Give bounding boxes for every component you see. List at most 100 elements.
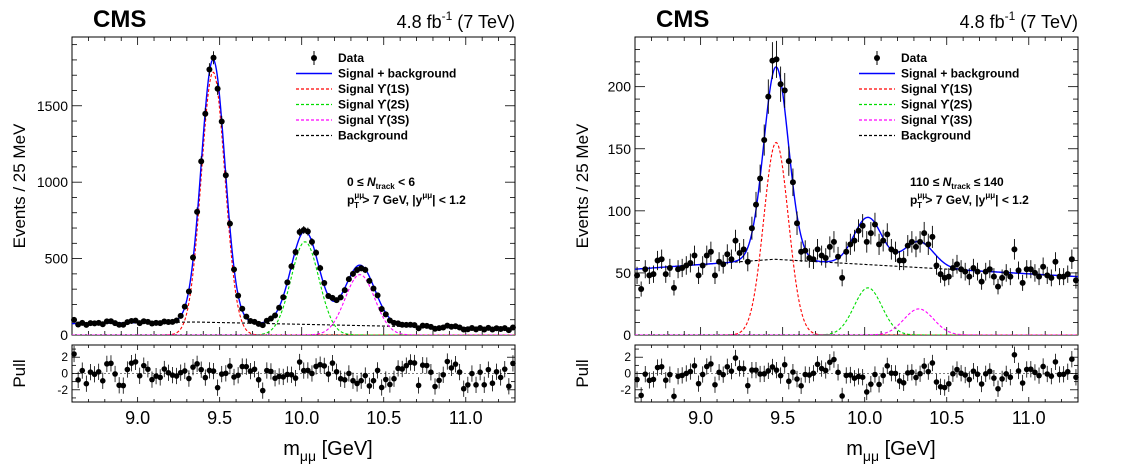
pull-point: [251, 366, 258, 373]
pull-point: [987, 368, 993, 375]
pull-point: [1048, 373, 1055, 379]
pull-point: [161, 366, 168, 372]
data-point: [272, 312, 279, 319]
pull-point: [382, 376, 389, 383]
data-point: [966, 273, 973, 280]
data-point: [999, 274, 1006, 281]
data-point: [181, 303, 188, 310]
data-point: [794, 220, 801, 227]
pull-point: [132, 359, 139, 365]
data-point: [699, 262, 706, 269]
mass-fit-chart-low-multiplicity: 9.0 9.5 10.0 10.5 11.0 0 500 1000 1500 -2 0 2 Events…: [10, 6, 516, 464]
data-point: [1040, 263, 1047, 270]
pull-point: [794, 376, 800, 382]
data-point: [317, 265, 324, 272]
y-tick-label: 50: [615, 265, 631, 281]
pull-point: [650, 376, 657, 383]
pull-point: [391, 375, 397, 382]
data-point: [728, 256, 735, 263]
pull-point: [210, 368, 217, 374]
data-point: [202, 110, 209, 117]
pull-point: [292, 375, 299, 381]
pull-point: [950, 370, 956, 377]
pull-point: [863, 389, 870, 395]
signal-plus-background-curve: [635, 66, 1078, 278]
pull-point: [305, 367, 311, 374]
pull-point: [477, 369, 483, 375]
data-point: [748, 225, 755, 232]
data-point: [843, 248, 850, 255]
pull-point: [75, 377, 81, 383]
pull-point: [708, 361, 714, 367]
data-point: [337, 294, 344, 301]
pull-point: [140, 362, 147, 369]
data-point: [900, 257, 907, 264]
data-point: [276, 304, 283, 311]
pull-point: [892, 370, 899, 377]
pull-point: [432, 383, 438, 390]
pull-point: [296, 359, 303, 365]
data-point: [1007, 273, 1014, 280]
pull-point: [777, 372, 784, 379]
pull-point: [202, 374, 209, 381]
pull-point: [362, 372, 369, 379]
data-point: [280, 294, 287, 301]
data-point: [185, 288, 192, 295]
pull-axis-title: Pull: [10, 359, 29, 387]
y-axis-title: Events / 25 MeV: [573, 123, 592, 248]
signal-2s-curve: [72, 241, 515, 335]
pull-point: [259, 387, 266, 394]
data-point: [190, 254, 197, 261]
data-point: [744, 258, 751, 265]
main-plot-frame: [71, 36, 516, 336]
pull-point: [190, 364, 196, 370]
pull-point: [186, 375, 192, 382]
pull-point: [884, 363, 891, 369]
data-point: [867, 230, 874, 237]
data-point: [206, 66, 213, 73]
legend-label: Signal ϒ(1S): [338, 82, 409, 96]
data-point: [847, 241, 854, 248]
data-point: [822, 255, 829, 262]
data-point: [962, 268, 969, 275]
pull-point: [671, 393, 677, 400]
pull-point: [995, 385, 1001, 392]
pull-point: [1015, 368, 1022, 374]
pull-point: [411, 360, 418, 366]
pull-point: [489, 380, 496, 387]
data-point: [321, 280, 328, 287]
data-point: [880, 237, 887, 244]
pull-point: [497, 374, 504, 381]
data-point: [341, 287, 348, 294]
pull-point: [658, 363, 665, 370]
pull-point: [387, 381, 393, 388]
pull-points-layer: [634, 346, 1079, 402]
pull-point: [358, 377, 364, 384]
data-point: [1036, 273, 1043, 280]
pull-point: [1036, 372, 1042, 379]
data-point: [1048, 274, 1055, 281]
pull-point: [1023, 366, 1030, 373]
data-point: [757, 175, 764, 182]
pull-y-tick-label: -2: [620, 383, 631, 397]
background-curve: [635, 258, 1078, 278]
pull-point: [1060, 371, 1067, 378]
pull-point: [71, 351, 77, 357]
y-tick-label: 100: [608, 203, 632, 219]
pull-point: [638, 392, 644, 399]
y-tick-label: 1500: [37, 98, 68, 114]
pull-point: [921, 363, 927, 369]
y-axis-title: Events / 25 MeV: [10, 123, 29, 248]
data-point: [785, 158, 792, 165]
pull-point: [214, 384, 221, 391]
data-point: [707, 248, 714, 255]
data-point: [703, 252, 710, 259]
pull-point: [773, 367, 780, 373]
pull-point: [925, 368, 932, 375]
pull-point: [724, 363, 731, 370]
pull-point: [235, 372, 241, 379]
pull-point: [1003, 371, 1010, 377]
pull-point: [506, 383, 512, 390]
data-point: [732, 237, 739, 244]
pull-point: [415, 382, 422, 389]
